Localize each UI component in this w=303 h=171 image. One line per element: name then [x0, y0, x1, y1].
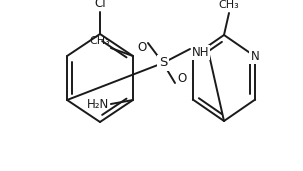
Text: O: O: [138, 41, 147, 54]
Text: N: N: [251, 50, 260, 63]
Text: H₂N: H₂N: [87, 97, 109, 110]
Text: CH₃: CH₃: [89, 36, 110, 46]
Text: O: O: [177, 72, 186, 85]
Text: CH₃: CH₃: [219, 0, 239, 10]
Text: Cl: Cl: [94, 0, 106, 10]
Text: S: S: [159, 56, 167, 69]
Text: NH: NH: [192, 46, 209, 59]
